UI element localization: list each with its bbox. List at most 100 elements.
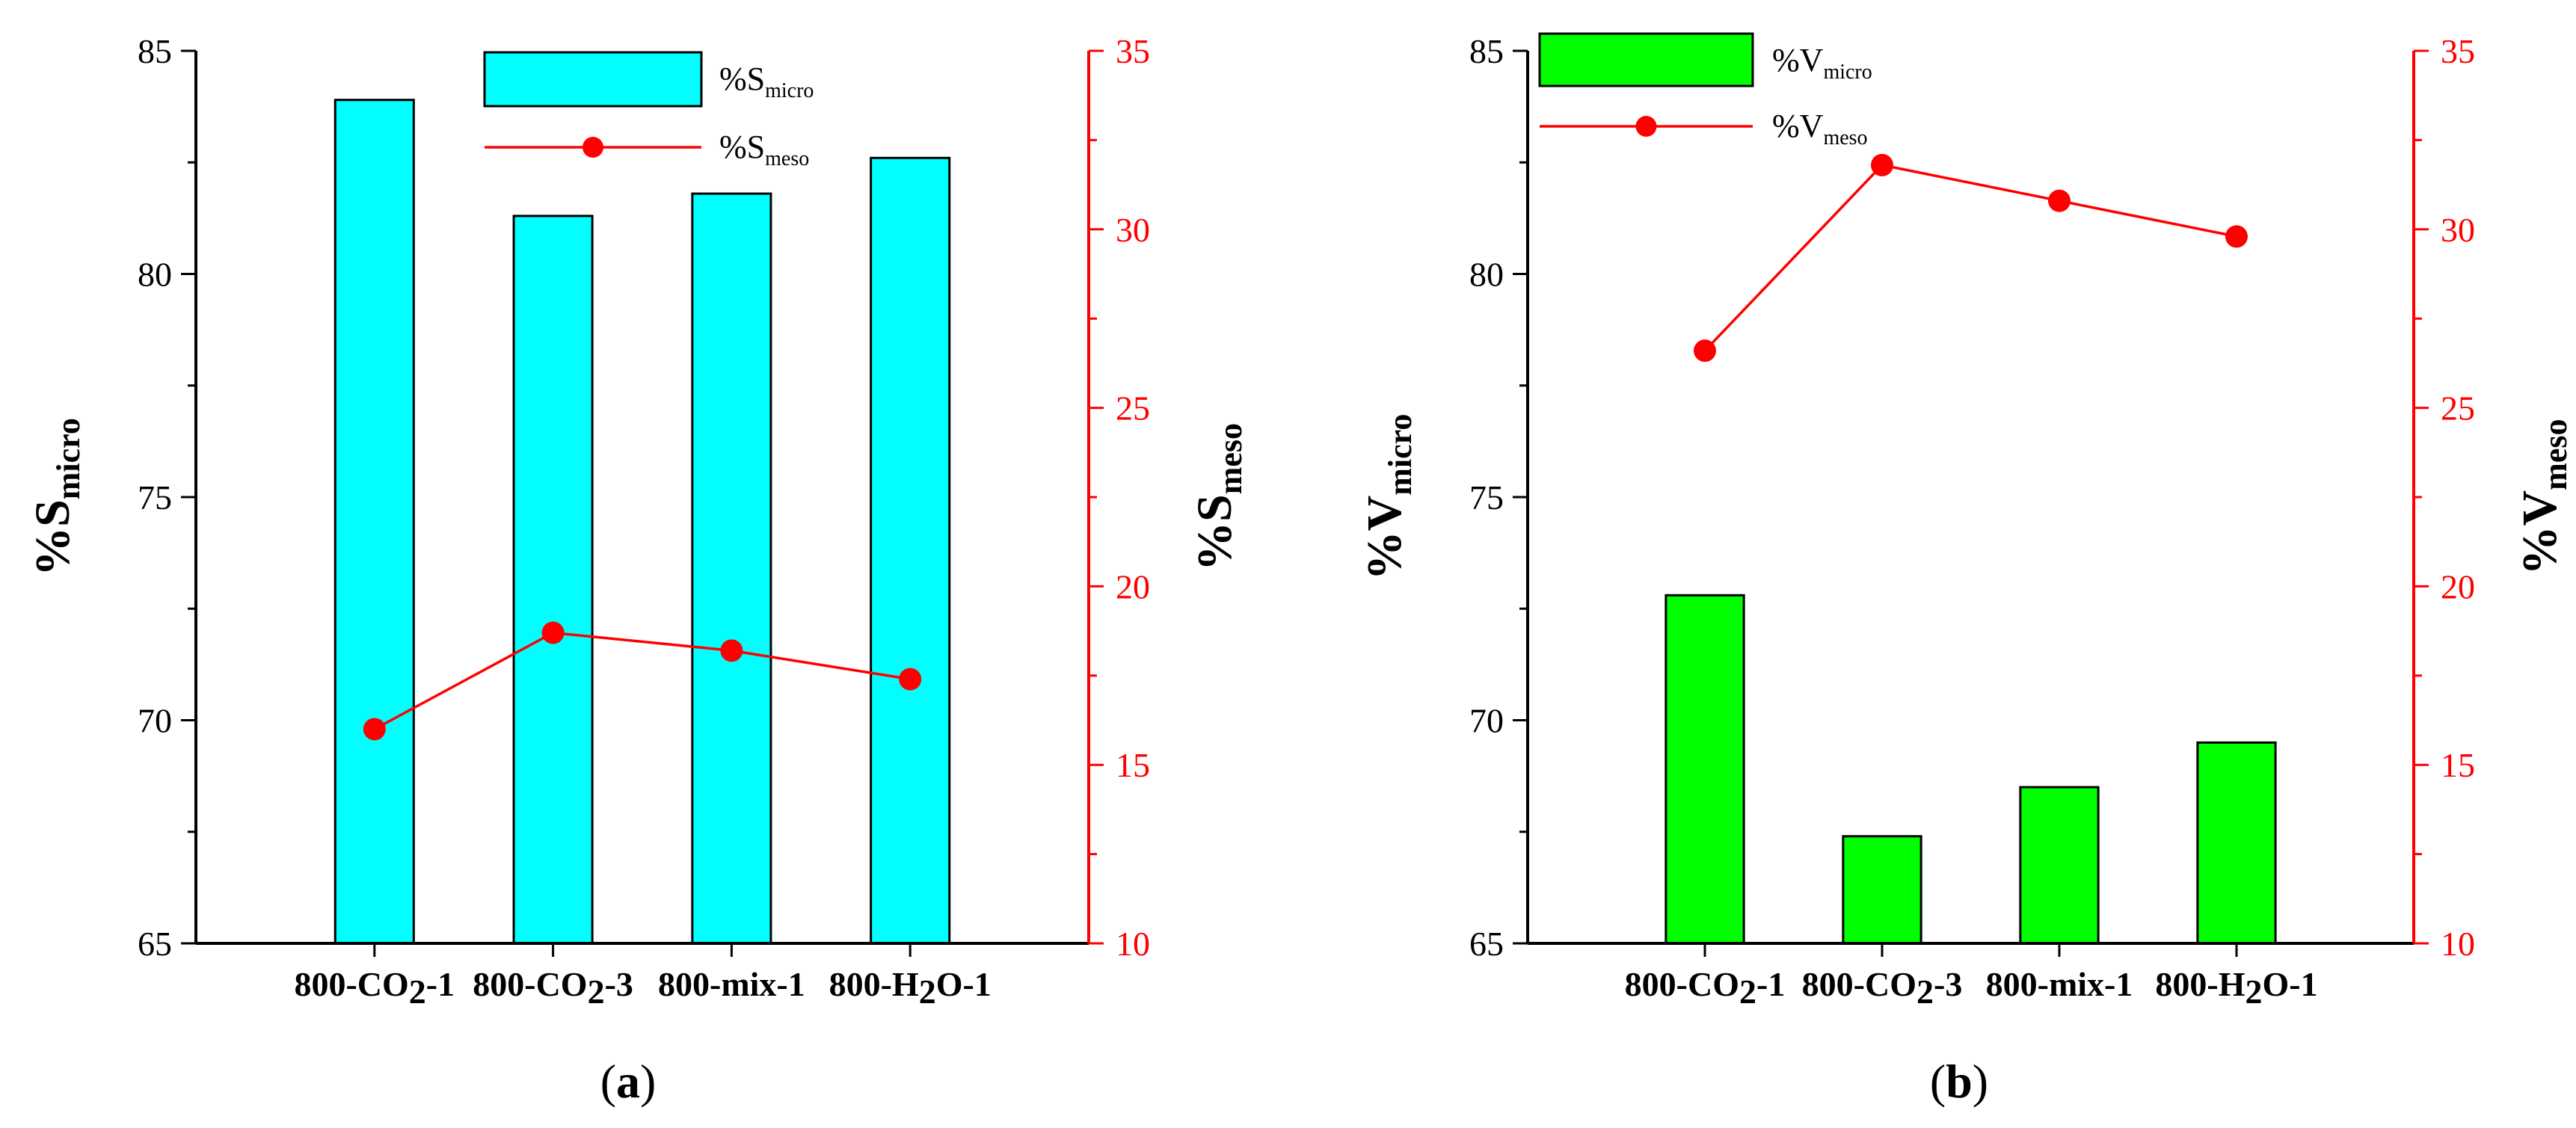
category-label-rest: O-1 <box>2263 965 2318 1003</box>
meso-point-3 <box>2048 189 2071 212</box>
legend-line-label-main: %S <box>719 129 765 165</box>
right-tick-label: 35 <box>1116 32 1150 70</box>
right-tick-label: 15 <box>2441 746 2475 784</box>
legend: %Smicro%Smeso <box>483 51 814 170</box>
legend-line-label: %Vmeso <box>1772 108 1868 150</box>
panel-label-letter: a <box>616 1055 640 1108</box>
left-tick-label: 70 <box>1469 702 1504 740</box>
category-label-rest: O-1 <box>936 965 992 1003</box>
category-label-4: 800-H2O-1 <box>829 965 992 1011</box>
category-label-main: 800-mix-1 <box>1986 965 2133 1003</box>
legend: %Vmicro%Vmeso <box>1538 32 1872 150</box>
meso-point-2 <box>1871 153 1893 176</box>
legend-bar-swatch <box>1538 32 1754 87</box>
left-tick-label: 65 <box>138 925 172 963</box>
right-axis-title-main: %V <box>2512 490 2567 576</box>
right-tick-label: 20 <box>1116 567 1150 605</box>
bar-1 <box>1664 594 1745 945</box>
right-tick-label: 15 <box>1116 746 1150 784</box>
meso-point-1 <box>363 718 386 741</box>
category-label-rest: -1 <box>1756 965 1785 1003</box>
category-label-main: 800-H <box>2155 965 2245 1003</box>
left-axis-title: %Vmicro <box>1357 414 1418 581</box>
left-axis-title-sub: micro <box>1382 414 1418 496</box>
legend-line-label-sub: meso <box>1823 126 1867 150</box>
bar-4 <box>870 156 951 945</box>
right-tick-label: 20 <box>2441 567 2475 605</box>
legend-bar-label-main: %S <box>719 61 765 97</box>
category-label-rest: -3 <box>1934 965 1962 1003</box>
panel-label: (b) <box>1930 1055 1988 1108</box>
panel-label-close: ) <box>1973 1055 1988 1108</box>
category-label-2: 800-CO2-3 <box>1802 965 1963 1011</box>
legend-line-label-main: %V <box>1772 108 1824 144</box>
category-label-3: 800-mix-1 <box>1986 965 2133 1003</box>
meso-point-1 <box>1694 339 1716 363</box>
right-axis-title-sub: meso <box>1212 423 1249 494</box>
left-tick-label: 75 <box>1469 478 1504 517</box>
category-label-subscript: 2 <box>409 973 426 1011</box>
category-label-main: 800-CO <box>1802 965 1916 1003</box>
left-tick-label: 75 <box>138 478 172 517</box>
bar-4 <box>2196 741 2277 945</box>
category-label-main: 800-H <box>829 965 919 1003</box>
category-label-main: 800-CO <box>1625 965 1739 1003</box>
legend-bar-label: %Smicro <box>719 61 814 102</box>
category-label-rest: -1 <box>426 965 455 1003</box>
right-tick-label: 10 <box>1116 925 1150 963</box>
right-axis-title: %Vmeso <box>2512 419 2574 576</box>
category-label-main: 800-mix-1 <box>658 965 805 1003</box>
panel-label-close: ) <box>640 1055 656 1108</box>
category-label-1: 800-CO2-1 <box>294 965 455 1011</box>
left-tick-label: 85 <box>138 32 172 70</box>
right-axis-title: %Smeso <box>1187 423 1249 571</box>
panel-label-open: ( <box>1930 1055 1946 1108</box>
panel-label: (a) <box>600 1055 657 1108</box>
category-label-subscript: 2 <box>1916 973 1934 1011</box>
legend-line-label-sub: meso <box>765 147 809 170</box>
legend-bar-label-sub: micro <box>765 79 814 102</box>
category-label-subscript: 2 <box>1739 973 1756 1011</box>
right-tick-label: 25 <box>2441 389 2475 428</box>
meso-point-4 <box>2225 225 2248 248</box>
bar-2 <box>512 215 594 945</box>
right-axis-title-sub: meso <box>2537 419 2574 490</box>
panel-label-letter: b <box>1946 1055 1973 1108</box>
category-label-main: 800-CO <box>294 965 408 1003</box>
right-tick-label: 35 <box>2441 32 2475 70</box>
right-tick-label: 30 <box>1116 211 1150 249</box>
right-tick-label: 30 <box>2441 211 2475 249</box>
category-label-subscript: 2 <box>2245 973 2263 1011</box>
left-tick-label: 80 <box>1469 256 1504 294</box>
category-label-3: 800-mix-1 <box>658 965 805 1003</box>
left-axis-title-main: %V <box>1357 496 1412 581</box>
meso-point-3 <box>720 639 743 662</box>
left-tick-label: 80 <box>138 256 172 294</box>
legend-line-marker <box>582 137 603 158</box>
left-tick-label: 70 <box>138 702 172 740</box>
category-label-subscript: 2 <box>588 973 605 1011</box>
category-label-2: 800-CO2-3 <box>473 965 633 1011</box>
category-label-4: 800-H2O-1 <box>2155 965 2317 1011</box>
left-axis-title-main: %S <box>25 499 80 576</box>
right-axis-title-main: %S <box>1187 494 1242 571</box>
bar-3 <box>2019 786 2100 945</box>
meso-line <box>373 631 911 730</box>
legend-bar-label: %Vmicro <box>1772 42 1872 84</box>
left-tick-label: 65 <box>1469 925 1504 963</box>
category-label-1: 800-CO2-1 <box>1625 965 1786 1011</box>
legend-bar-swatch <box>483 51 703 108</box>
panel-label-open: ( <box>600 1055 616 1108</box>
meso-point-2 <box>541 621 565 644</box>
category-label-subscript: 2 <box>919 973 936 1011</box>
meso-point-4 <box>899 668 922 691</box>
bar-1 <box>333 99 415 945</box>
bar-2 <box>1842 835 1922 945</box>
legend-bar-label-sub: micro <box>1823 61 1872 84</box>
legend-line-marker <box>1635 116 1657 137</box>
right-tick-label: 25 <box>1116 389 1150 428</box>
legend-line-label: %Smeso <box>719 129 809 170</box>
